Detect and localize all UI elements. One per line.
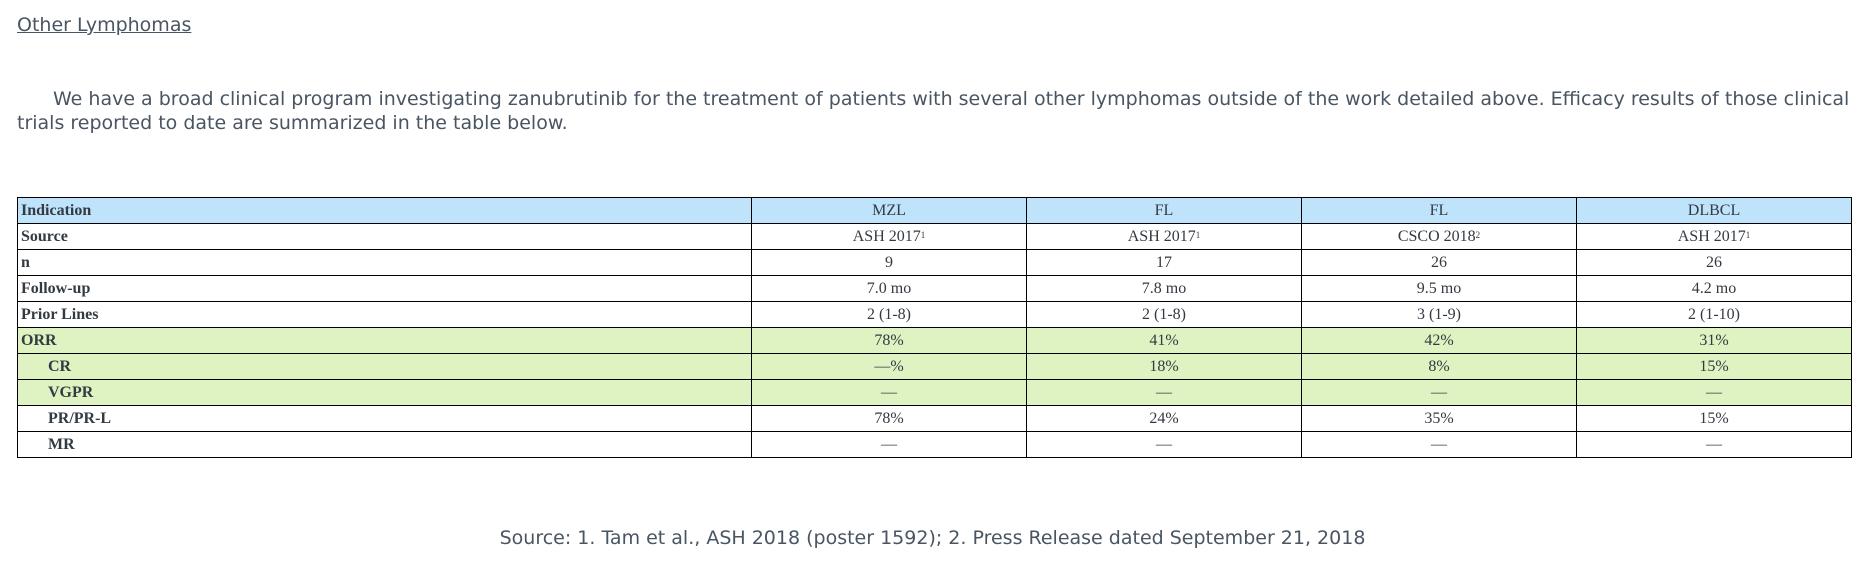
table-cell: 2 (1-8) bbox=[1026, 301, 1302, 328]
table-cell: 15% bbox=[1576, 353, 1852, 380]
header-cell: FL bbox=[1026, 197, 1302, 224]
row-label: Source bbox=[17, 223, 752, 250]
table-cell: — bbox=[1576, 379, 1852, 406]
table-cell: 7.0 mo bbox=[751, 275, 1027, 302]
row-label: CR bbox=[17, 353, 752, 380]
header-cell: DLBCL bbox=[1576, 197, 1852, 224]
table-row-mr: MR — — — — bbox=[17, 431, 1852, 458]
table-cell: 26 bbox=[1301, 249, 1577, 276]
table-row-prior-lines: Prior Lines 2 (1-8) 2 (1-8) 3 (1-9) 2 (1… bbox=[17, 301, 1852, 328]
source-footnote-ref: 1 bbox=[1745, 229, 1751, 240]
source-footnote-ref: 1 bbox=[1195, 229, 1201, 240]
table-cell: 3 (1-9) bbox=[1301, 301, 1577, 328]
source-cell: CSCO 20182 bbox=[1301, 223, 1577, 250]
table-cell: 42% bbox=[1301, 327, 1577, 354]
table-cell: 9.5 mo bbox=[1301, 275, 1577, 302]
row-label: MR bbox=[17, 431, 752, 458]
table-row-vgpr: VGPR — — — — bbox=[17, 379, 1852, 406]
table-cell: 7.8 mo bbox=[1026, 275, 1302, 302]
intro-paragraph: We have a broad clinical program investi… bbox=[17, 88, 1850, 134]
table-row-follow-up: Follow-up 7.0 mo 7.8 mo 9.5 mo 4.2 mo bbox=[17, 275, 1852, 302]
table-cell: 15% bbox=[1576, 405, 1852, 432]
source-cell: ASH 20171 bbox=[1576, 223, 1852, 250]
table-header-row: Indication MZL FL FL DLBCL bbox=[17, 197, 1852, 224]
table-cell: 78% bbox=[751, 405, 1027, 432]
row-label: Follow-up bbox=[17, 275, 752, 302]
source-text: ASH 2017 bbox=[852, 227, 921, 245]
table-cell: 2 (1-8) bbox=[751, 301, 1027, 328]
source-footnote-ref: 2 bbox=[1475, 229, 1481, 240]
table-cell: — bbox=[751, 379, 1027, 406]
source-footnote-ref: 1 bbox=[920, 229, 926, 240]
table-row-orr: ORR 78% 41% 42% 31% bbox=[17, 327, 1852, 354]
header-label-cell: Indication bbox=[17, 197, 752, 224]
row-label: ORR bbox=[17, 327, 752, 354]
table-cell: 35% bbox=[1301, 405, 1577, 432]
table-cell: 17 bbox=[1026, 249, 1302, 276]
row-label: VGPR bbox=[17, 379, 752, 406]
table-cell: 18% bbox=[1026, 353, 1302, 380]
table-cell: 26 bbox=[1576, 249, 1852, 276]
table-cell: 2 (1-10) bbox=[1576, 301, 1852, 328]
table-cell: —% bbox=[751, 353, 1027, 380]
table-cell: — bbox=[1576, 431, 1852, 458]
source-cell: ASH 20171 bbox=[751, 223, 1027, 250]
table-cell: 24% bbox=[1026, 405, 1302, 432]
source-text: ASH 2017 bbox=[1677, 227, 1746, 245]
table-cell: 31% bbox=[1576, 327, 1852, 354]
table-cell: 8% bbox=[1301, 353, 1577, 380]
table-cell: — bbox=[1301, 379, 1577, 406]
table-cell: 9 bbox=[751, 249, 1027, 276]
source-text: ASH 2017 bbox=[1127, 227, 1196, 245]
source-text: CSCO 2018 bbox=[1397, 227, 1476, 245]
table-cell: 4.2 mo bbox=[1576, 275, 1852, 302]
table-cell: — bbox=[1026, 379, 1302, 406]
source-footnote: Source: 1. Tam et al., ASH 2018 (poster … bbox=[499, 527, 1366, 549]
table-cell: — bbox=[1026, 431, 1302, 458]
table-cell: — bbox=[1301, 431, 1577, 458]
efficacy-table: Indication MZL FL FL DLBCL Source ASH 20… bbox=[17, 197, 1852, 458]
table-row-pr-pr-l: PR/PR-L 78% 24% 35% 15% bbox=[17, 405, 1852, 432]
row-label: Prior Lines bbox=[17, 301, 752, 328]
row-label: PR/PR-L bbox=[17, 405, 752, 432]
section-heading-link[interactable]: Other Lymphomas bbox=[17, 14, 192, 36]
table-row-n: n 9 17 26 26 bbox=[17, 249, 1852, 276]
header-cell: FL bbox=[1301, 197, 1577, 224]
table-cell: 78% bbox=[751, 327, 1027, 354]
row-label: n bbox=[17, 249, 752, 276]
source-cell: ASH 20171 bbox=[1026, 223, 1302, 250]
table-row-cr: CR —% 18% 8% 15% bbox=[17, 353, 1852, 380]
header-cell: MZL bbox=[751, 197, 1027, 224]
table-row-source: Source ASH 20171 ASH 20171 CSCO 20182 AS… bbox=[17, 223, 1852, 250]
table-cell: 41% bbox=[1026, 327, 1302, 354]
table-cell: — bbox=[751, 431, 1027, 458]
